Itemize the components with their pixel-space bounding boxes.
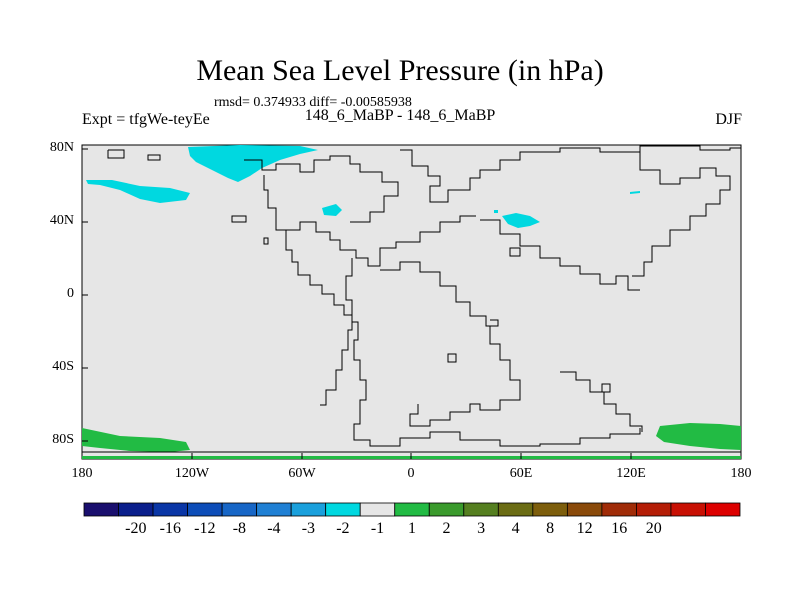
colorbar-swatch — [670, 502, 706, 517]
colorbar-label: 1 — [408, 520, 416, 537]
colorbar-swatch — [325, 502, 361, 517]
colorbar-label: 2 — [442, 520, 451, 537]
coast-central-america — [286, 215, 476, 267]
colorbar-label: -20 — [125, 520, 147, 537]
anomaly-arctic-cyan — [188, 145, 318, 182]
colorbar-swatch — [463, 502, 499, 517]
anomaly-asia-cyan — [502, 213, 540, 228]
x-tick-label: 60W — [288, 466, 316, 481]
colorbar-label: -2 — [336, 520, 350, 537]
x-tick-label: 120W — [174, 466, 210, 481]
coast-south-america — [345, 258, 641, 447]
colorbar-label: -1 — [370, 520, 385, 537]
rmsd-diff-stats: rmsd= 0.374933 diff= -0.00585938 — [214, 95, 412, 110]
y-tick-label: 0 — [67, 286, 74, 301]
coastlines — [82, 145, 741, 453]
axis-ticks — [82, 148, 632, 459]
colorbar-label: 16 — [611, 520, 628, 537]
colorbar-swatch — [359, 502, 396, 517]
colorbar-swatch — [601, 502, 637, 517]
colorbar-label: 20 — [645, 520, 662, 537]
y-tick-label: 40S — [52, 359, 74, 374]
anomaly-pacific-cyan — [86, 180, 190, 203]
colorbar-swatch — [118, 502, 154, 517]
coast-middle-africa — [409, 326, 521, 427]
x-tick-label: 60E — [509, 466, 533, 481]
colorbar-swatch — [290, 502, 327, 517]
map-title: Mean Sea Level Pressure (in hPa) — [196, 54, 604, 87]
anomaly-atlantic-cyan — [322, 204, 342, 216]
coast-australia — [560, 371, 643, 432]
colorbar-swatch — [152, 502, 188, 517]
coast-eurasia — [400, 145, 741, 203]
anomaly-pacific-small-cyan — [630, 191, 640, 194]
y-tick-label: 80S — [52, 432, 74, 447]
colorbar-swatch — [636, 502, 672, 517]
anomaly-south-east-green — [656, 423, 741, 450]
coast-asia-east — [632, 152, 731, 277]
colorbar-label: 12 — [576, 520, 593, 537]
season-label: DJF — [715, 111, 742, 128]
colorbar-swatch — [83, 502, 119, 517]
colorbar-swatch — [256, 502, 292, 517]
colorbar-swatch — [221, 502, 258, 517]
colorbar-swatch — [497, 502, 534, 517]
coast-islands — [231, 215, 611, 393]
x-tick-label: 120E — [616, 466, 646, 481]
y-tick-label: 40N — [49, 213, 74, 228]
colorbar-swatch — [187, 502, 223, 517]
colorbar-swatch — [566, 502, 603, 517]
coast-arctic-islands — [244, 155, 399, 223]
x-tick-label: 180 — [71, 466, 93, 481]
colorbar-label: 3 — [477, 520, 486, 537]
colorbar-swatch — [394, 502, 430, 517]
coast-south-asia — [480, 219, 640, 291]
colorbar-swatch — [705, 502, 741, 517]
colorbar-label: -8 — [232, 520, 247, 537]
colorbar-label: 4 — [511, 520, 520, 537]
colorbar — [83, 502, 741, 517]
run-label: 148_6_MaBP - 148_6_MaBP — [304, 107, 496, 124]
x-tick-label: 180 — [730, 466, 752, 481]
x-tick-label: 0 — [407, 466, 415, 481]
colorbar-label: -4 — [267, 520, 281, 537]
colorbar-swatch — [428, 502, 465, 517]
colorbar-swatch — [532, 502, 568, 517]
coast-africa — [380, 261, 499, 327]
anomaly-asia-small-cyan — [494, 210, 498, 213]
colorbar-label: 8 — [546, 520, 555, 537]
colorbar-label: -16 — [159, 520, 181, 537]
anomaly-south-west-green — [82, 428, 190, 452]
map-plot-area — [81, 144, 742, 460]
coast-north-america — [107, 149, 353, 406]
y-tick-label: 80N — [49, 140, 74, 155]
colorbar-label: -12 — [194, 520, 216, 537]
colorbar-label: -3 — [301, 520, 316, 537]
experiment-label: Expt = tfgWe-teyEe — [82, 111, 210, 128]
